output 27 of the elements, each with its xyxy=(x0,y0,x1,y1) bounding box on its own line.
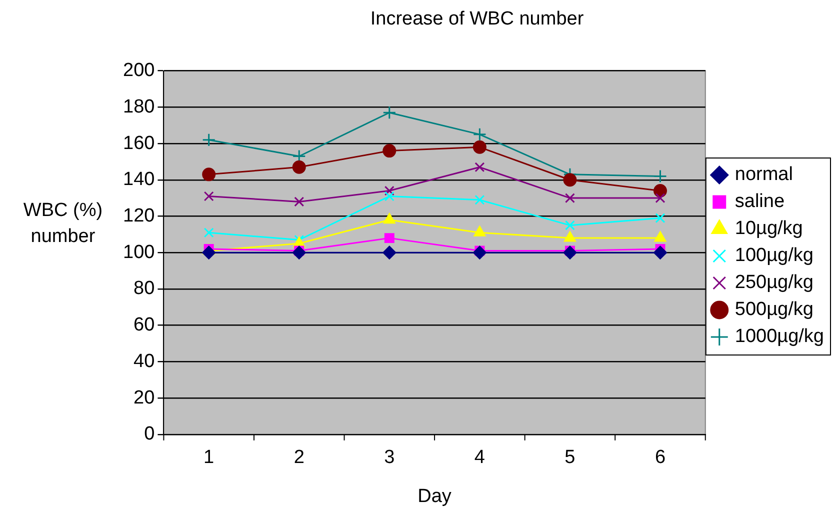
legend-label: 1000µg/kg xyxy=(734,326,824,348)
x-tick-label: 6 xyxy=(654,447,666,468)
y-tick-label: 180 xyxy=(123,96,155,118)
y-tick-label: 60 xyxy=(134,314,155,336)
chart-title: Increase of WBC number xyxy=(370,8,584,30)
x-tick-label: 3 xyxy=(384,447,395,468)
x-tick-label: 5 xyxy=(564,447,576,468)
y-tick-label: 100 xyxy=(123,242,155,263)
legend-label: 100µg/kg xyxy=(734,245,814,266)
y-tick-label: 20 xyxy=(134,387,155,408)
x-tick-label: 1 xyxy=(204,447,214,468)
x-tick-label: 2 xyxy=(294,447,304,468)
legend-label: 10µg/kg xyxy=(734,218,803,240)
y-tick-label: 0 xyxy=(144,424,155,445)
legend-label: 500µg/kg xyxy=(734,299,814,320)
legend-label: normal xyxy=(734,164,793,186)
y-tick-label: 160 xyxy=(123,132,155,154)
legend-label: 250µg/kg xyxy=(734,272,814,294)
y-tick-label: 200 xyxy=(123,60,155,82)
y-tick-label: 120 xyxy=(123,205,155,226)
y-tick-label: 40 xyxy=(134,350,155,372)
y-tick-label: 80 xyxy=(134,278,155,300)
y-axis-title: WBC (%) number xyxy=(22,199,104,249)
legend-label: saline xyxy=(734,191,785,212)
y-tick-label: 140 xyxy=(123,169,155,190)
x-axis-title: Day xyxy=(418,486,452,507)
x-tick-label: 4 xyxy=(474,447,486,468)
